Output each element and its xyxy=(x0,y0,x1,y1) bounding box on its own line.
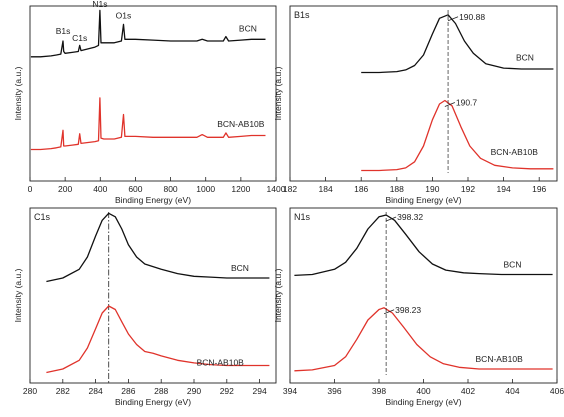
series-line-bcn-ab10b xyxy=(46,305,270,374)
x-tick-label: 400 xyxy=(93,184,107,194)
series-line-bcn xyxy=(46,212,270,283)
x-tick-label: 398 xyxy=(372,386,386,396)
x-tick-label: 200 xyxy=(58,184,72,194)
panel-label: N1s xyxy=(294,212,311,222)
x-tick-label: 394 xyxy=(283,386,297,396)
peak-label: B1s xyxy=(56,26,71,36)
peak-label: N1s xyxy=(92,0,107,9)
x-tick-label: 282 xyxy=(56,386,70,396)
series-line-bcn xyxy=(361,14,554,74)
series-label: BCN-AB10B xyxy=(217,119,265,129)
series-label: BCN xyxy=(239,23,257,33)
x-axis-label: Binding Energy (eV) xyxy=(385,195,461,205)
series-label: BCN-AB10B xyxy=(476,354,524,364)
x-tick-label: 186 xyxy=(354,184,368,194)
series-line-bcn xyxy=(294,214,553,277)
x-tick-label: 294 xyxy=(253,386,267,396)
series-line-bcn-ab10b xyxy=(30,97,266,151)
x-axis-label: Binding Energy (eV) xyxy=(115,397,191,407)
peak-label: O1s xyxy=(116,10,132,20)
series-label: BCN-AB10B xyxy=(491,147,539,157)
panel-label: C1s xyxy=(34,212,51,222)
x-tick-label: 402 xyxy=(461,386,475,396)
series-label: BCN xyxy=(516,52,534,62)
series-label: BCN xyxy=(504,260,522,270)
x-tick-label: 196 xyxy=(532,184,546,194)
x-tick-label: 396 xyxy=(327,386,341,396)
x-tick-label: 184 xyxy=(319,184,333,194)
y-axis-label: Intensity (a.u.) xyxy=(273,66,283,120)
x-tick-label: 406 xyxy=(550,386,564,396)
x-tick-label: 288 xyxy=(154,386,168,396)
x-tick-label: 290 xyxy=(187,386,201,396)
x-tick-label: 1200 xyxy=(231,184,250,194)
peak-label: 398.23 xyxy=(395,305,421,315)
peak-label: 398.32 xyxy=(397,212,423,222)
plot-frame xyxy=(29,207,277,384)
peak-pointer xyxy=(447,16,459,22)
series-line-bcn-ab10b xyxy=(294,307,553,372)
series-line-bcn-ab10b xyxy=(361,99,554,172)
peak-pointer xyxy=(385,216,397,222)
x-tick-label: 800 xyxy=(163,184,177,194)
x-tick-label: 404 xyxy=(505,386,519,396)
x-tick-label: 400 xyxy=(416,386,430,396)
y-axis-label: Intensity (a.u.) xyxy=(13,268,23,322)
peak-pointer xyxy=(444,102,456,107)
x-tick-label: 192 xyxy=(461,184,475,194)
x-axis-label: Binding Energy (eV) xyxy=(385,397,461,407)
x-tick-label: 182 xyxy=(283,184,297,194)
x-tick-label: 1400 xyxy=(267,184,286,194)
x-tick-label: 600 xyxy=(128,184,142,194)
plot-frame xyxy=(289,5,558,182)
n1s-panel: 394 396 398 400 402 404 406 Binding Energy (eV)… xyxy=(273,207,564,407)
panel-label: B1s xyxy=(294,10,310,20)
x-tick-label: 190 xyxy=(425,184,439,194)
peak-label: 190.7 xyxy=(456,98,478,108)
peak-label: 190.88 xyxy=(459,12,485,22)
x-axis-label: Binding Energy (eV) xyxy=(115,195,191,205)
x-tick-label: 194 xyxy=(497,184,511,194)
x-tick-label: 1000 xyxy=(196,184,215,194)
x-tick-label: 284 xyxy=(89,386,103,396)
series-line-bcn xyxy=(30,9,266,58)
x-tick-label: 0 xyxy=(28,184,33,194)
plot-frame xyxy=(29,5,277,182)
peak-pointer xyxy=(383,309,395,315)
b1s-panel: 182 184 186 188 190 192 194 196 Binding Energy (… xyxy=(273,5,558,205)
x-tick-label: 280 xyxy=(23,386,37,396)
c1s-panel: 280 282 284 286 288 290 292 294 Binding Energy (… xyxy=(13,207,277,407)
x-tick-label: 188 xyxy=(390,184,404,194)
series-label: BCN-AB10B xyxy=(197,358,245,368)
survey-panel: 0 200 400 600 800 1000 1200 1400 Binding Energy … xyxy=(13,0,286,205)
peak-label: C1s xyxy=(72,33,87,43)
x-tick-label: 292 xyxy=(220,386,234,396)
y-axis-label: Intensity (a.u.) xyxy=(13,66,23,120)
series-label: BCN xyxy=(231,263,249,273)
y-axis-label: Intensity (a.u.) xyxy=(273,268,283,322)
x-tick-label: 286 xyxy=(121,386,135,396)
